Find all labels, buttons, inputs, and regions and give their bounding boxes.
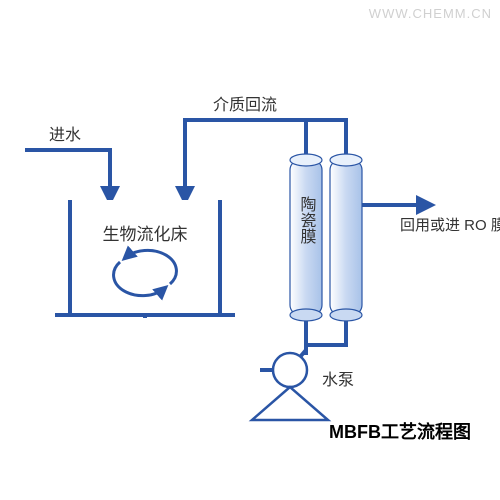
process-diagram: 进水 介质回流 生物流化床 陶瓷膜 回用或进 RO 膜	[0, 0, 500, 500]
diagram-title: MBFB工艺流程图	[329, 421, 471, 442]
col-to-pump-pipe	[306, 321, 346, 355]
inlet-pipe	[25, 150, 110, 200]
output-label: 回用或进 RO 膜	[400, 217, 500, 234]
membrane-column-2	[330, 154, 362, 321]
pump-label: 水泵	[322, 371, 354, 389]
inlet-label: 进水	[49, 126, 81, 144]
watermark-text: WWW.CHEMM.CN	[369, 6, 492, 21]
membrane-label: 陶瓷膜	[298, 196, 317, 245]
tank: 生物流化床	[55, 200, 235, 315]
tank-label: 生物流化床	[103, 225, 188, 244]
recirc-pipe	[185, 120, 306, 200]
recirc-label: 介质回流	[213, 96, 277, 114]
recirc-pipe-2	[306, 120, 346, 155]
pump	[252, 345, 328, 420]
